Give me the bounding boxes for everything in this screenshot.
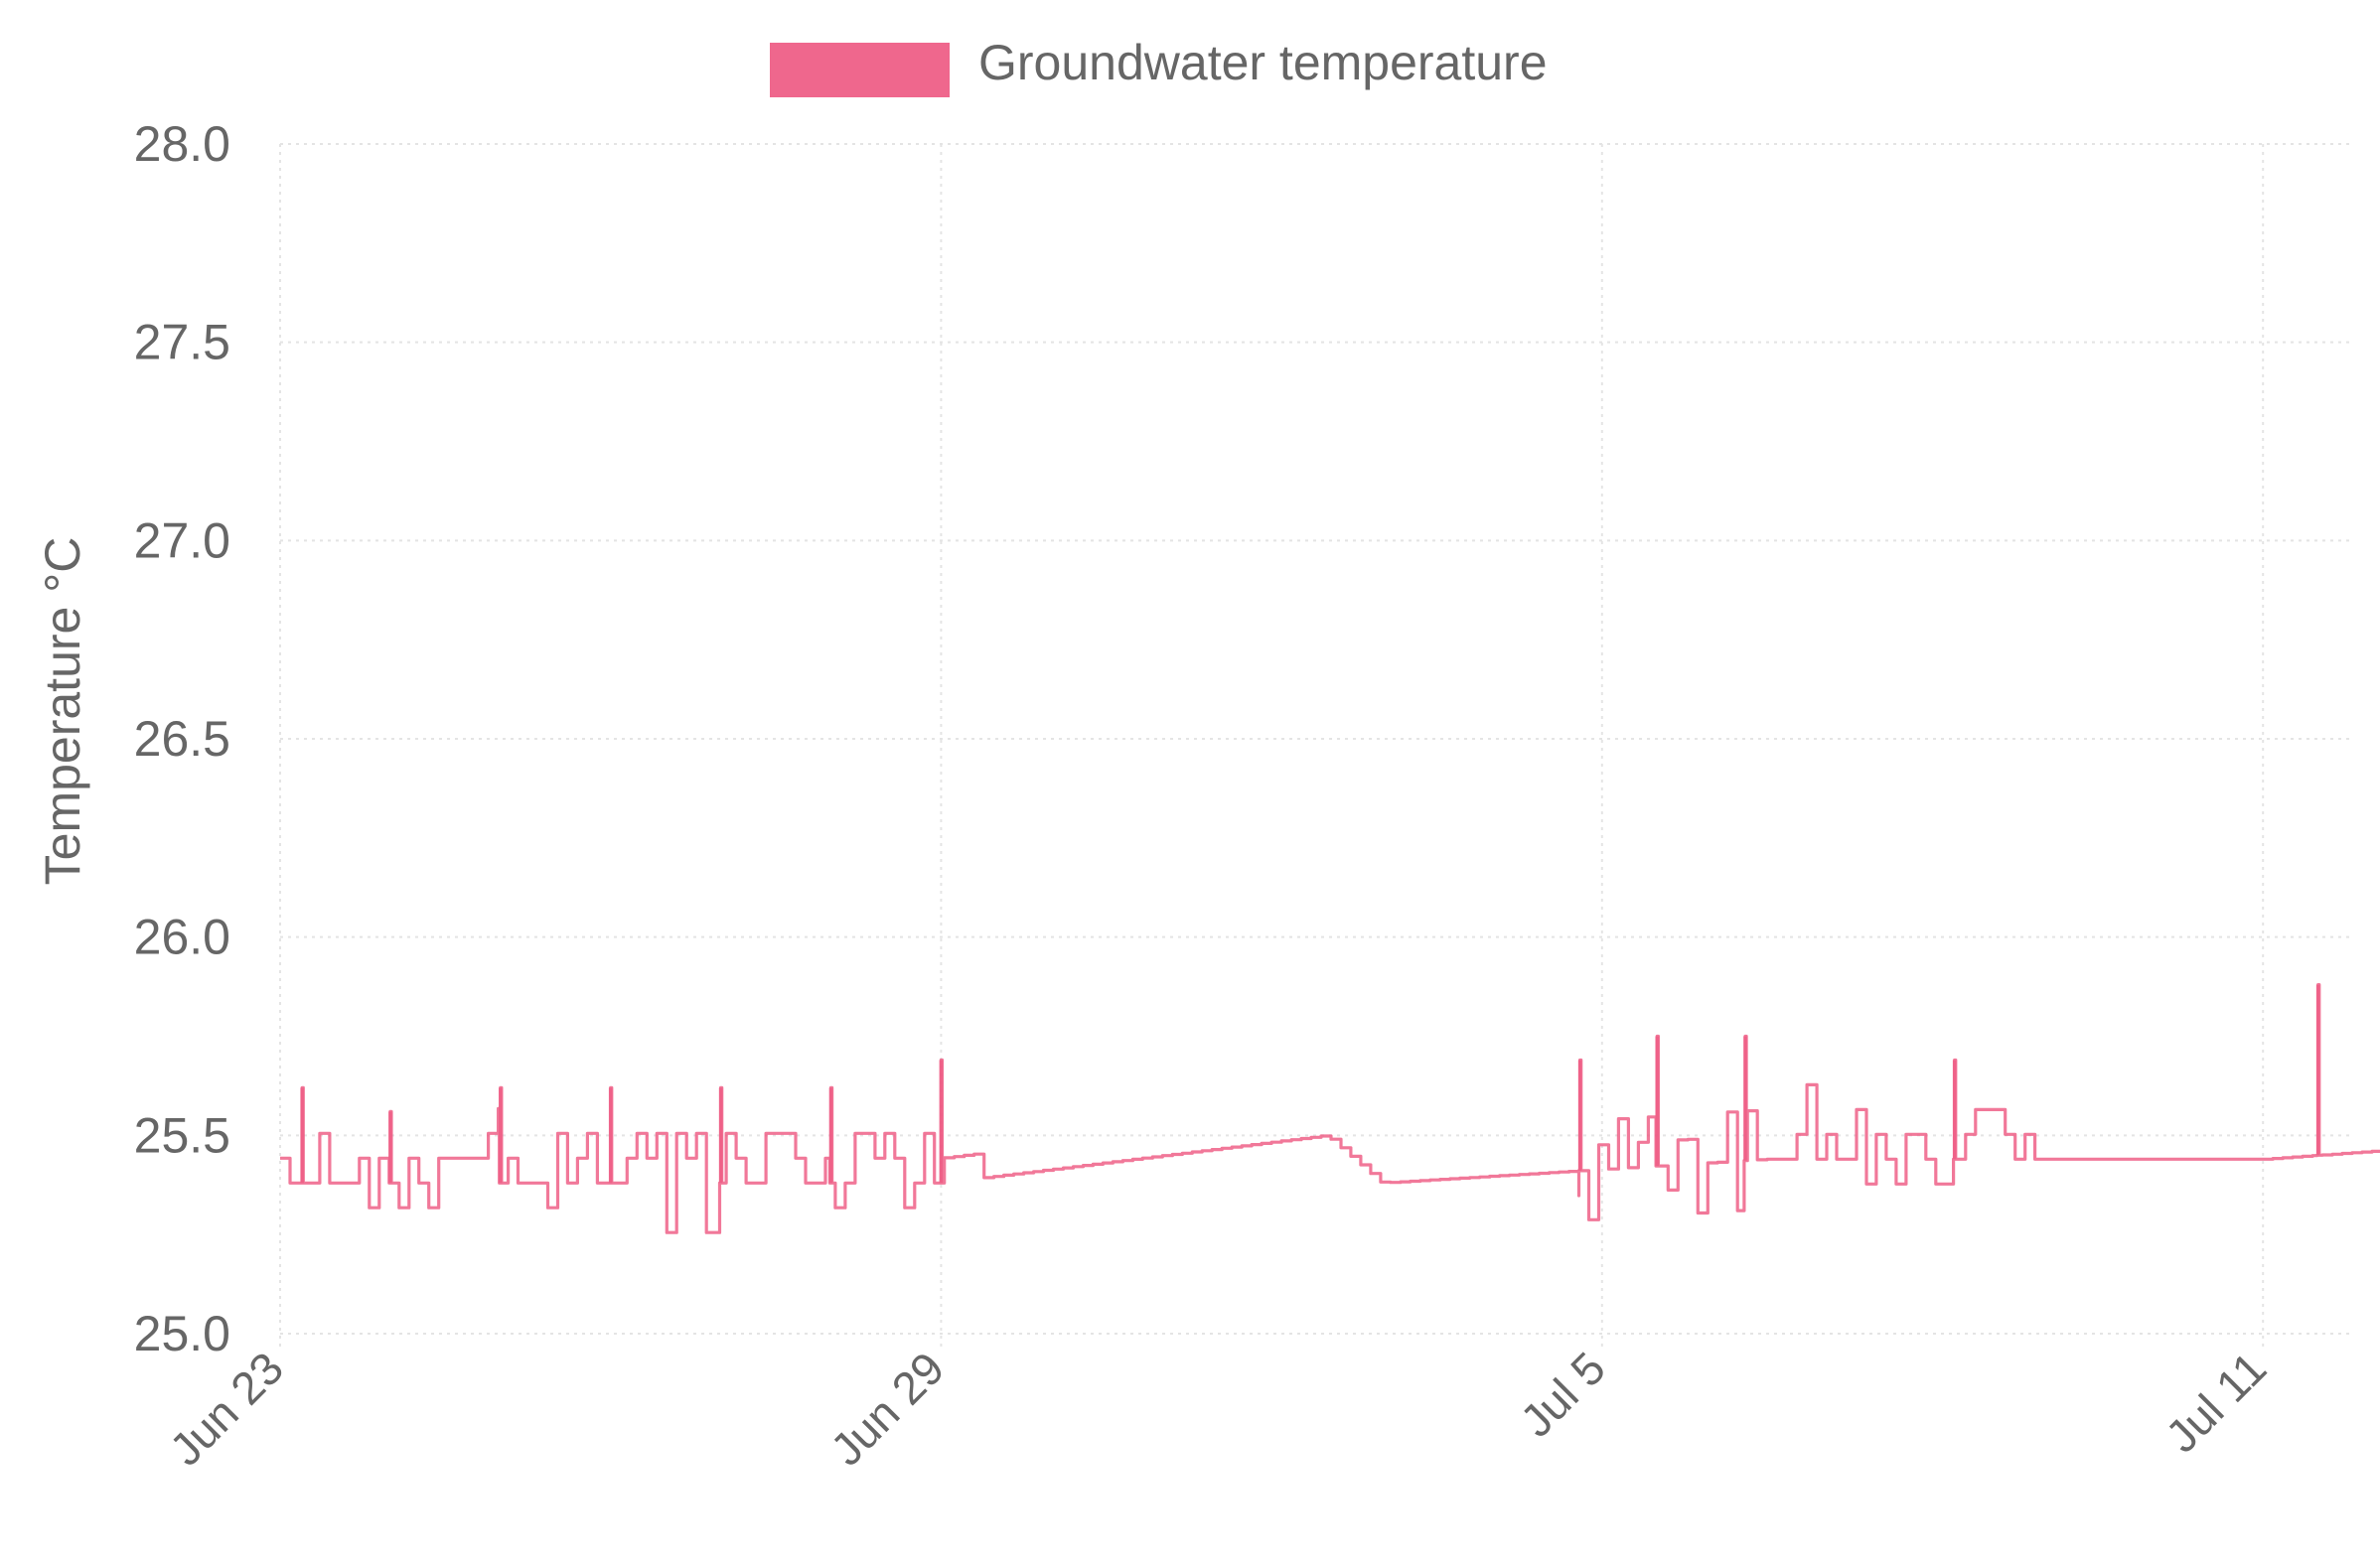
- y-axis-ticks: 25.0 25.5 26.0 26.5 27.0 27.5 28.0: [134, 116, 230, 1361]
- y-tick-label: 27.0: [134, 512, 230, 568]
- y-tick-label: 25.0: [134, 1306, 230, 1361]
- x-tick-label: Jun 29: [820, 1342, 954, 1475]
- y-tick-label: 25.5: [134, 1107, 230, 1163]
- y-tick-label: 26.5: [134, 711, 230, 767]
- legend-label[interactable]: Groundwater temperature: [978, 35, 1548, 90]
- y-tick-label: 27.5: [134, 315, 230, 370]
- x-tick-label: Jul 11: [2156, 1342, 2276, 1462]
- x-tick-label: Jun 23: [160, 1342, 293, 1475]
- grid: [279, 143, 2349, 1349]
- x-tick-label: Jul 5: [1510, 1342, 1614, 1446]
- legend[interactable]: Groundwater temperature: [770, 35, 1548, 97]
- legend-swatch[interactable]: [770, 43, 950, 97]
- plot-area: [280, 192, 2380, 1234]
- series-line-groundwater-temperature[interactable]: [280, 192, 2380, 1234]
- y-axis-title: Temperature °C: [35, 537, 90, 886]
- y-tick-label: 26.0: [134, 910, 230, 965]
- y-tick-label: 28.0: [134, 116, 230, 172]
